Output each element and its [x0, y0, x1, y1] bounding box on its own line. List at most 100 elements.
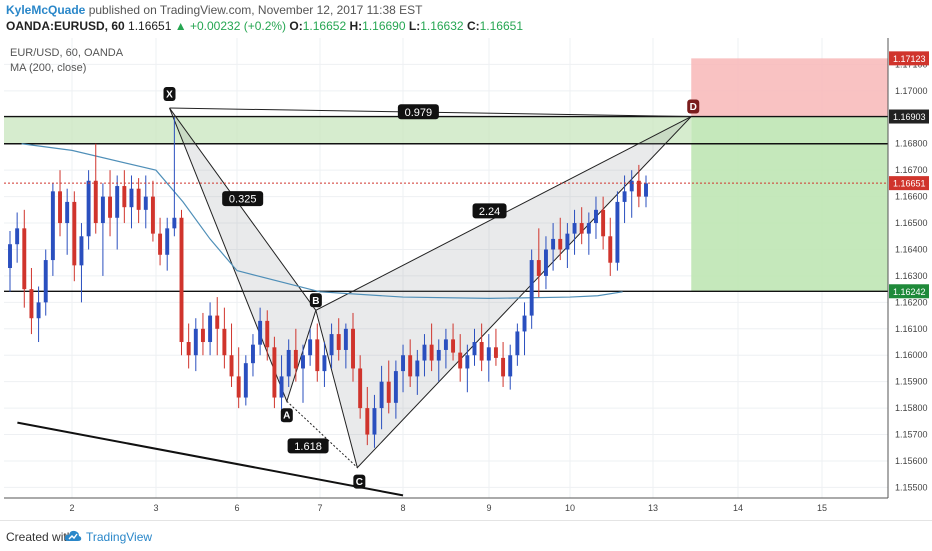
pattern-point-badge[interactable] — [309, 293, 322, 308]
candle-body[interactable] — [86, 180, 91, 237]
candle-body[interactable] — [29, 289, 34, 319]
candle-body[interactable] — [8, 244, 12, 268]
price-chart[interactable]: 0.3251.6182.240.979XABCD1.171001.170001.… — [0, 38, 932, 520]
pattern-point-badge[interactable] — [163, 87, 176, 102]
tradingview-brand-link[interactable]: TradingView — [86, 530, 153, 544]
candle-body[interactable] — [243, 363, 248, 398]
candle-body[interactable] — [365, 408, 370, 435]
candle-body[interactable] — [458, 352, 463, 369]
candle-body[interactable] — [93, 180, 98, 224]
candle-body[interactable] — [36, 302, 41, 319]
candle-body[interactable] — [43, 260, 48, 303]
candle-body[interactable] — [565, 233, 570, 250]
candle-body[interactable] — [515, 331, 520, 356]
candle-body[interactable] — [443, 339, 448, 350]
candle-body[interactable] — [351, 328, 355, 369]
candle-body[interactable] — [136, 188, 141, 210]
candle-body[interactable] — [265, 320, 270, 348]
candle-body[interactable] — [644, 183, 648, 197]
candle-body[interactable] — [615, 201, 620, 263]
candle-body[interactable] — [586, 223, 591, 234]
candle-body[interactable] — [115, 186, 120, 218]
candle-body[interactable] — [158, 233, 163, 255]
candle-body[interactable] — [336, 334, 341, 350]
candle-body[interactable] — [601, 209, 606, 237]
candle-body[interactable] — [150, 196, 155, 234]
candle-body[interactable] — [129, 188, 134, 208]
candle-body[interactable] — [193, 328, 198, 356]
candle-body[interactable] — [179, 217, 184, 343]
candle-body[interactable] — [393, 371, 398, 403]
candle-body[interactable] — [415, 360, 420, 377]
candle-body[interactable] — [143, 196, 148, 210]
candle-body[interactable] — [408, 355, 413, 377]
candle-body[interactable] — [79, 236, 84, 266]
candle-body[interactable] — [579, 223, 584, 234]
candle-body[interactable] — [529, 260, 534, 316]
legend-indicator[interactable]: MA (200, close) — [10, 62, 87, 74]
candle-body[interactable] — [622, 191, 627, 202]
candle-body[interactable] — [343, 328, 348, 350]
candle-body[interactable] — [436, 349, 441, 361]
candle-body[interactable] — [558, 238, 563, 250]
candle-body[interactable] — [422, 344, 427, 361]
pattern-point-badge[interactable] — [280, 408, 293, 423]
candle-body[interactable] — [208, 315, 213, 343]
candle-body[interactable] — [222, 328, 227, 356]
candle-body[interactable] — [451, 339, 456, 353]
candle-body[interactable] — [429, 344, 434, 361]
candle-body[interactable] — [472, 342, 477, 356]
candle-body[interactable] — [386, 381, 391, 403]
candle-body[interactable] — [572, 223, 577, 234]
candle-body[interactable] — [301, 355, 305, 369]
candle-body[interactable] — [58, 191, 62, 224]
candle-body[interactable] — [372, 408, 377, 435]
candle-body[interactable] — [258, 320, 263, 345]
candle-body[interactable] — [100, 196, 105, 224]
candle-body[interactable] — [165, 228, 170, 255]
candle-body[interactable] — [272, 347, 277, 398]
author-link[interactable]: KyleMcQuade — [6, 3, 86, 17]
candle-body[interactable] — [543, 249, 548, 276]
candle-body[interactable] — [172, 217, 177, 229]
candle-body[interactable] — [479, 342, 484, 361]
candle-body[interactable] — [322, 355, 327, 372]
candle-body[interactable] — [236, 376, 241, 398]
candle-body[interactable] — [279, 376, 284, 398]
candle-body[interactable] — [493, 347, 498, 358]
candle-body[interactable] — [629, 180, 634, 192]
candle-body[interactable] — [65, 201, 70, 224]
candle-body[interactable] — [508, 355, 513, 377]
candle-body[interactable] — [315, 339, 320, 372]
candle-body[interactable] — [465, 355, 470, 369]
candle-body[interactable] — [329, 334, 334, 356]
candle-body[interactable] — [308, 339, 313, 356]
candle-body[interactable] — [22, 228, 27, 290]
candle-body[interactable] — [15, 228, 20, 245]
pattern-point-badge[interactable] — [353, 474, 366, 489]
candle-body[interactable] — [594, 209, 598, 224]
candle-body[interactable] — [72, 201, 77, 266]
trend-line[interactable] — [17, 421, 404, 497]
candle-body[interactable] — [401, 355, 405, 372]
candle-body[interactable] — [215, 315, 220, 329]
candle-body[interactable] — [358, 368, 363, 409]
candle-body[interactable] — [608, 236, 613, 263]
candle-body[interactable] — [251, 344, 255, 364]
candle-body[interactable] — [501, 357, 506, 377]
candle-body[interactable] — [522, 315, 527, 332]
pattern-point-badge[interactable] — [687, 99, 700, 114]
ma200-line[interactable] — [21, 143, 623, 300]
candle-body[interactable] — [229, 355, 234, 377]
candle-body[interactable] — [286, 349, 291, 377]
candle-body[interactable] — [636, 180, 641, 197]
candle-body[interactable] — [50, 191, 55, 261]
candle-body[interactable] — [536, 260, 541, 276]
candle-body[interactable] — [186, 342, 191, 356]
candle-body[interactable] — [122, 186, 127, 208]
candle-body[interactable] — [293, 349, 298, 369]
candle-body[interactable] — [108, 196, 113, 218]
candle-body[interactable] — [486, 347, 491, 361]
candle-body[interactable] — [551, 238, 556, 250]
candle-body[interactable] — [379, 381, 384, 409]
